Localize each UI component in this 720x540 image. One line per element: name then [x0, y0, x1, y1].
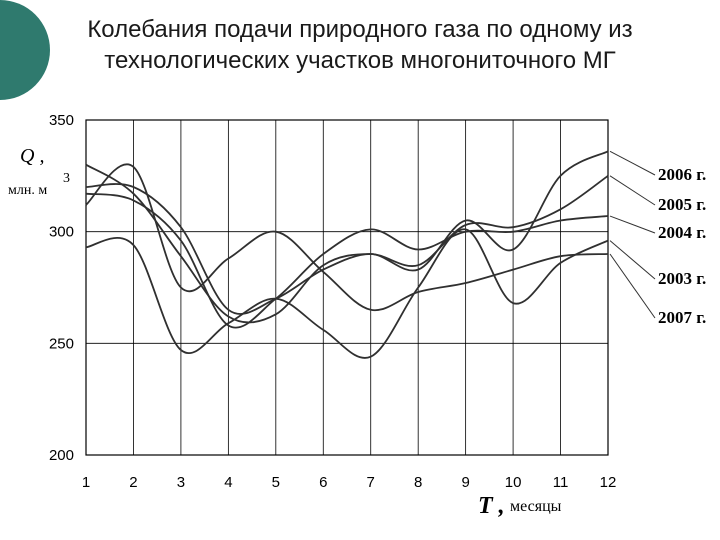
legend-leader-line — [609, 253, 656, 319]
x-tick-label: 6 — [319, 474, 327, 491]
series-line — [85, 150, 609, 315]
corner-decoration — [0, 0, 50, 100]
legend-entry: 2005 г. — [658, 195, 706, 214]
page-title: Колебания подачи природного газа по одно… — [0, 14, 720, 76]
x-axis-unit: месяцы — [510, 498, 562, 515]
x-tick-label: 11 — [553, 474, 569, 491]
legend-leader-line — [609, 150, 656, 176]
legend-leader-line — [609, 240, 656, 280]
series-lines — [85, 150, 609, 359]
x-tick-label: 4 — [224, 474, 232, 491]
title-line-1: Колебания подачи природного газа по одно… — [87, 16, 633, 43]
x-tick-label: 12 — [600, 474, 617, 491]
series-line — [85, 163, 609, 312]
x-tick-labels: 1 2 3 4 5 6 7 8 9 10 11 12 — [82, 474, 617, 491]
legend-entry: 2003 г. — [658, 269, 706, 288]
y-axis-symbol: Q , — [20, 145, 44, 167]
y-axis-unit-superscript: 3 — [63, 171, 70, 186]
y-tick-label: 250 — [49, 335, 74, 352]
y-tick-labels: 200 250 300 350 — [49, 112, 74, 464]
x-tick-label: 2 — [129, 474, 137, 491]
legend-leader-line — [609, 215, 656, 234]
y-tick-label: 350 — [49, 112, 74, 129]
legend: 2006 г. 2005 г. 2004 г. 2003 г. 2007 г. — [609, 150, 706, 327]
legend-entry: 2006 г. — [658, 165, 706, 184]
legend-entry: 2004 г. — [658, 223, 706, 242]
series-line — [85, 192, 609, 329]
x-tick-label: 8 — [414, 474, 422, 491]
legend-leader-line — [609, 175, 656, 206]
x-tick-label: 10 — [505, 474, 522, 491]
plot-frame — [85, 119, 609, 456]
chart-grid — [85, 119, 609, 456]
x-axis-symbol: T , — [478, 493, 505, 519]
x-tick-label: 1 — [82, 474, 90, 491]
x-tick-label: 7 — [367, 474, 375, 491]
y-tick-label: 300 — [49, 224, 74, 241]
y-axis-unit: млн. м — [8, 183, 47, 198]
y-tick-label: 200 — [49, 447, 74, 464]
x-tick-label: 3 — [177, 474, 185, 491]
x-tick-label: 9 — [461, 474, 469, 491]
series-line — [85, 228, 609, 359]
series-line — [85, 163, 609, 324]
legend-entry: 2007 г. — [658, 308, 706, 327]
x-tick-label: 5 — [272, 474, 280, 491]
title-line-2: технологических участков многониточного … — [104, 47, 616, 74]
